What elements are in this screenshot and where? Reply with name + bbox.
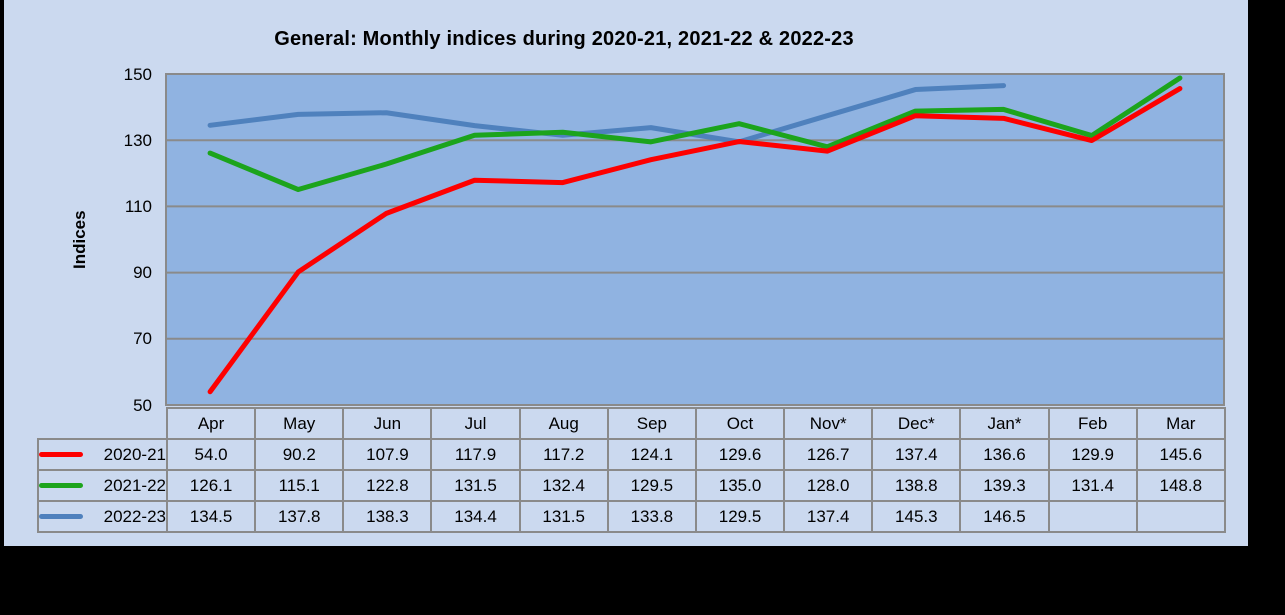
y-tick-90: 90 <box>133 263 152 283</box>
value-cell-2021-22-Jun: 122.8 <box>342 469 433 502</box>
col-header-Oct: Oct <box>694 407 786 440</box>
value-cell-2020-21-May: 90.2 <box>254 438 345 471</box>
value-cell-2021-22-Oct: 135.0 <box>694 469 786 502</box>
value-cell-2021-22-May: 115.1 <box>254 469 345 502</box>
value-cell-2022-23-Dec: 145.3 <box>871 500 962 533</box>
value-cell-2022-23-Jul: 134.4 <box>430 500 521 533</box>
col-header-Sep: Sep <box>606 407 697 440</box>
col-header-Jul: Jul <box>430 407 521 440</box>
value-cell-2022-23-Apr: 134.5 <box>165 500 257 533</box>
table-row-2020-21: 2020-21 54.0 90.2 107.9 117.9 117.2 124.1 129.6… <box>37 438 1226 471</box>
value-cell-2021-22-Feb: 131.4 <box>1047 469 1138 502</box>
value-cell-2022-23-Jan: 146.5 <box>959 500 1050 533</box>
legend-cell-2020-21: 2020-21 <box>37 438 168 471</box>
chart-title: General: Monthly indices during 2020-21,… <box>274 28 854 50</box>
value-cell-2021-22-Sep: 129.5 <box>606 469 697 502</box>
series-line-2022-23 <box>207 83 1007 145</box>
table-row-2022-23: 2022-23 134.5 137.8 138.3 134.4 131.5 133.8 129… <box>37 500 1226 533</box>
plot-area <box>165 73 1225 406</box>
legend-key-icon-2021-22 <box>39 483 83 488</box>
value-cell-2020-21-Jan: 136.6 <box>959 438 1050 471</box>
col-header-Apr: Apr <box>165 407 257 440</box>
series-line-2021-22 <box>207 75 1183 193</box>
value-cell-2021-22-Jul: 131.5 <box>430 469 521 502</box>
value-cell-2021-22-Nov: 128.0 <box>783 469 874 502</box>
col-header-Jun: Jun <box>342 407 433 440</box>
data-table: Apr May Jun Jul Aug Sep Oct Nov* Dec* Jan* Feb Mar 2… <box>37 407 1226 533</box>
value-cell-2020-21-Oct: 129.6 <box>694 438 786 471</box>
col-header-Aug: Aug <box>518 407 609 440</box>
value-cell-2021-22-Mar: 148.8 <box>1135 469 1226 502</box>
legend-label: 2020-21 <box>103 444 166 464</box>
table-row-2021-22: 2021-22 126.1 115.1 122.8 131.5 132.4 129.5 135… <box>37 469 1226 502</box>
value-cell-2022-23-Aug: 131.5 <box>518 500 609 533</box>
legend-key-icon-2022-23 <box>39 514 83 519</box>
value-cell-2021-22-Jan: 139.3 <box>959 469 1050 502</box>
value-cell-2021-22-Apr: 126.1 <box>165 469 257 502</box>
value-cell-2020-21-Aug: 117.2 <box>518 438 609 471</box>
col-header-Dec: Dec* <box>871 407 962 440</box>
legend-key-icon-2020-21 <box>39 452 83 457</box>
legend-cell-2022-23: 2022-23 <box>37 500 168 533</box>
value-cell-2022-23-May: 137.8 <box>254 500 345 533</box>
plot-background <box>165 73 1225 406</box>
value-cell-2020-21-Jul: 117.9 <box>430 438 521 471</box>
y-tick-70: 70 <box>133 329 152 349</box>
y-tick-150: 150 <box>123 64 152 84</box>
value-cell-2020-21-Sep: 124.1 <box>606 438 697 471</box>
value-cell-2022-23-Mar <box>1135 500 1226 533</box>
col-header-Feb: Feb <box>1047 407 1138 440</box>
value-cell-2022-23-Sep: 133.8 <box>606 500 697 533</box>
legend-cell-2021-22: 2021-22 <box>37 469 168 502</box>
value-cell-2022-23-Feb <box>1047 500 1138 533</box>
col-header-May: May <box>254 407 345 440</box>
value-cell-2020-21-Dec: 137.4 <box>871 438 962 471</box>
y-tick-110: 110 <box>124 196 152 216</box>
table-header-row: Apr May Jun Jul Aug Sep Oct Nov* Dec* Jan* Feb Mar <box>38 407 1226 440</box>
value-cell-2020-21-Mar: 145.6 <box>1135 438 1226 471</box>
value-cell-2021-22-Aug: 132.4 <box>518 469 609 502</box>
value-cell-2022-23-Nov: 137.4 <box>783 500 874 533</box>
chart-panel: General: Monthly indices during 2020-21,… <box>4 0 1248 546</box>
y-tick-130: 130 <box>123 130 152 150</box>
y-tick-50: 50 <box>133 395 152 415</box>
legend-label: 2021-22 <box>103 475 166 495</box>
value-cell-2020-21-Feb: 129.9 <box>1047 438 1138 471</box>
value-cell-2020-21-Apr: 54.0 <box>165 438 257 471</box>
series-line-2020-21 <box>207 86 1183 395</box>
value-cell-2021-22-Dec: 138.8 <box>871 469 962 502</box>
col-header-Jan: Jan* <box>959 407 1050 440</box>
col-header-Nov: Nov* <box>783 407 874 440</box>
table-corner-cell <box>38 408 167 439</box>
col-header-Mar: Mar <box>1135 407 1226 440</box>
value-cell-2020-21-Nov: 126.7 <box>783 438 874 471</box>
legend-label: 2022-23 <box>103 506 166 526</box>
value-cell-2020-21-Jun: 107.9 <box>342 438 433 471</box>
value-cell-2022-23-Jun: 138.3 <box>342 500 433 533</box>
value-cell-2022-23-Oct: 129.5 <box>694 500 786 533</box>
